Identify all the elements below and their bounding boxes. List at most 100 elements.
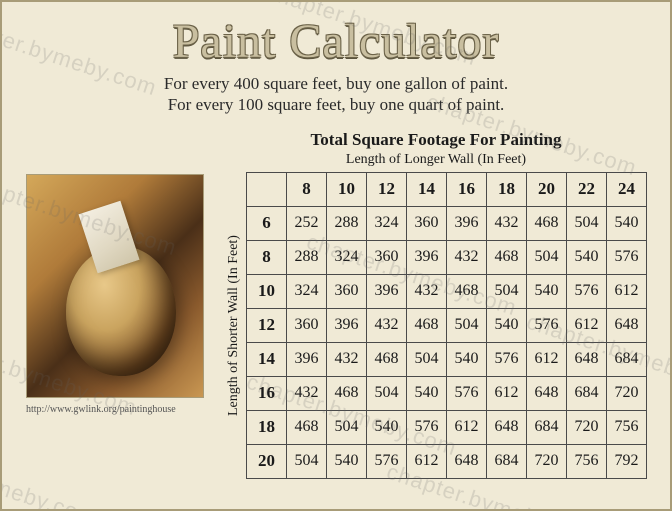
- table-cell: 504: [447, 308, 487, 342]
- table-cell: 468: [527, 206, 567, 240]
- table-cell: 720: [527, 444, 567, 478]
- col-header: 18: [487, 172, 527, 206]
- table-cell: 324: [327, 240, 367, 274]
- table-cell: 576: [447, 376, 487, 410]
- row-header: 20: [247, 444, 287, 478]
- col-header: 16: [447, 172, 487, 206]
- table-cell: 504: [367, 376, 407, 410]
- table-cell: 612: [447, 410, 487, 444]
- table-cell: 288: [287, 240, 327, 274]
- col-header: 22: [567, 172, 607, 206]
- table-title: Total Square Footage For Painting: [222, 130, 650, 150]
- table-cell: 432: [327, 342, 367, 376]
- table-cell: 720: [607, 376, 647, 410]
- table-cell: 504: [527, 240, 567, 274]
- table-cell: 504: [567, 206, 607, 240]
- table-column: Total Square Footage For Painting Length…: [222, 130, 650, 479]
- col-header: 12: [367, 172, 407, 206]
- row-header: 14: [247, 342, 287, 376]
- table-row: 16 432 468 504 540 576 612 648 684 720: [247, 376, 647, 410]
- table-cell: 540: [367, 410, 407, 444]
- table-row: 10 324 360 396 432 468 504 540 576 612: [247, 274, 647, 308]
- table-cell: 396: [287, 342, 327, 376]
- table-cell: 396: [407, 240, 447, 274]
- subtitle-line-1: For every 400 square feet, buy one gallo…: [22, 73, 650, 94]
- col-header: 10: [327, 172, 367, 206]
- paint-table: 8 10 12 14 16 18 20 22 24: [246, 172, 647, 479]
- row-header: 10: [247, 274, 287, 308]
- row-header: 6: [247, 206, 287, 240]
- table-cell: 684: [567, 376, 607, 410]
- table-cell: 612: [407, 444, 447, 478]
- table-header-row: 8 10 12 14 16 18 20 22 24: [247, 172, 647, 206]
- table-cell: 540: [447, 342, 487, 376]
- table-cell: 504: [327, 410, 367, 444]
- col-header: 20: [527, 172, 567, 206]
- table-cell: 324: [287, 274, 327, 308]
- table-cell: 576: [367, 444, 407, 478]
- table-row: 18 468 504 540 576 612 648 684 720 756: [247, 410, 647, 444]
- col-header: 14: [407, 172, 447, 206]
- table-cell: 576: [407, 410, 447, 444]
- table-cell: 432: [447, 240, 487, 274]
- table-cell: 468: [327, 376, 367, 410]
- table-axis-left: Length of Shorter Wall (In Feet): [222, 172, 246, 479]
- table-cell: 648: [567, 342, 607, 376]
- table-corner-cell: [247, 172, 287, 206]
- col-header: 8: [287, 172, 327, 206]
- row-header: 12: [247, 308, 287, 342]
- table-cell: 360: [287, 308, 327, 342]
- table-grid-wrap: Length of Shorter Wall (In Feet) 8 10 12…: [222, 172, 650, 479]
- table-row: 20 504 540 576 612 648 684 720 756 792: [247, 444, 647, 478]
- col-header: 24: [607, 172, 647, 206]
- table-cell: 432: [367, 308, 407, 342]
- table-axis-top: Length of Longer Wall (In Feet): [222, 152, 650, 168]
- page-title: Paint Calculator: [22, 14, 650, 69]
- table-cell: 540: [327, 444, 367, 478]
- table-cell: 540: [607, 206, 647, 240]
- table-cell: 540: [407, 376, 447, 410]
- table-cell: 432: [407, 274, 447, 308]
- table-cell: 504: [287, 444, 327, 478]
- table-cell: 360: [367, 240, 407, 274]
- table-cell: 360: [327, 274, 367, 308]
- table-cell: 684: [527, 410, 567, 444]
- subtitle-line-2: For every 100 square feet, buy one quart…: [22, 94, 650, 115]
- table-cell: 612: [607, 274, 647, 308]
- table-cell: 396: [367, 274, 407, 308]
- table-cell: 504: [407, 342, 447, 376]
- table-cell: 648: [487, 410, 527, 444]
- table-cell: 288: [327, 206, 367, 240]
- table-cell: 720: [567, 410, 607, 444]
- paint-calculator-page: Paint Calculator For every 400 square fe…: [0, 0, 672, 511]
- table-cell: 468: [367, 342, 407, 376]
- table-cell: 432: [287, 376, 327, 410]
- table-cell: 396: [447, 206, 487, 240]
- table-cell: 648: [527, 376, 567, 410]
- table-cell: 468: [487, 240, 527, 274]
- table-cell: 756: [607, 410, 647, 444]
- table-cell: 396: [327, 308, 367, 342]
- table-cell: 576: [567, 274, 607, 308]
- table-cell: 324: [367, 206, 407, 240]
- table-cell: 576: [487, 342, 527, 376]
- table-cell: 252: [287, 206, 327, 240]
- table-cell: 540: [527, 274, 567, 308]
- table-cell: 432: [487, 206, 527, 240]
- table-cell: 648: [447, 444, 487, 478]
- table-cell: 684: [487, 444, 527, 478]
- table-cell: 540: [567, 240, 607, 274]
- table-cell: 792: [607, 444, 647, 478]
- table-cell: 468: [407, 308, 447, 342]
- table-row: 8 288 324 360 396 432 468 504 540 576: [247, 240, 647, 274]
- table-row: 6 252 288 324 360 396 432 468 504 540: [247, 206, 647, 240]
- photo-credit: http://www.gwlink.org/paintinghouse: [26, 404, 176, 415]
- table-cell: 756: [567, 444, 607, 478]
- table-cell: 612: [487, 376, 527, 410]
- table-cell: 468: [287, 410, 327, 444]
- subtitle: For every 400 square feet, buy one gallo…: [22, 73, 650, 116]
- table-cell: 612: [527, 342, 567, 376]
- table-cell: 504: [487, 274, 527, 308]
- row-header: 16: [247, 376, 287, 410]
- table-cell: 648: [607, 308, 647, 342]
